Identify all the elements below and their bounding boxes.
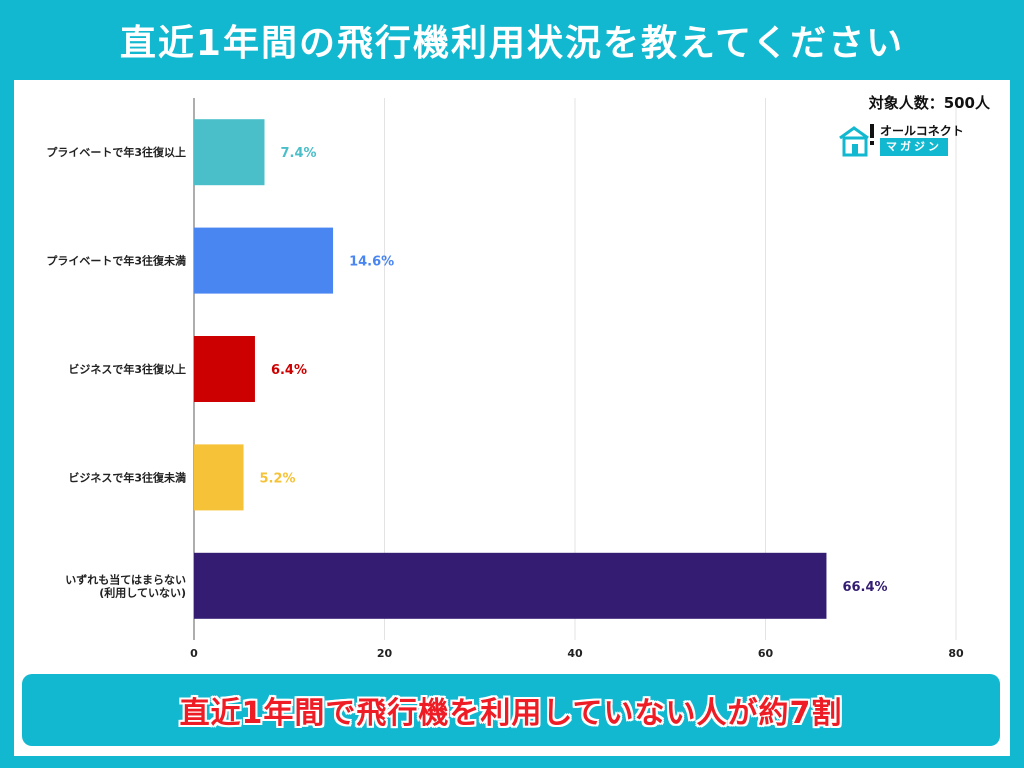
bar xyxy=(194,227,334,294)
data-label: 6.4% xyxy=(271,363,307,378)
chart-panel: 0 20 40 60 80 7.4% プライベートで年3往復以上 14.6% プライベートで年3… xyxy=(14,80,1010,756)
x-tick-label: 60 xyxy=(758,647,774,660)
category-label: ビジネスで年3往復未満 xyxy=(68,470,186,484)
logo-top-text: オールコネクト xyxy=(880,124,964,138)
logo-bottom-text: マガジン xyxy=(880,138,948,156)
category-label: いずれも当てはまらない xyxy=(65,572,186,586)
x-tick-label: 20 xyxy=(377,647,393,660)
x-tick-label: 40 xyxy=(567,647,583,660)
bar xyxy=(194,119,265,186)
brand-logo: オールコネクト マガジン xyxy=(836,122,976,162)
page-title: 直近1年間の飛行機利用状況を教えてください xyxy=(119,23,905,64)
house-icon xyxy=(839,124,874,157)
sample-size-label: 対象人数：500人 xyxy=(868,94,990,112)
data-label: 66.4% xyxy=(842,580,887,595)
bar-chart: 0 20 40 60 80 7.4% プライベートで年3往復以上 14.6% プライベートで年3… xyxy=(46,98,964,660)
category-label: プライベートで年3往復以上 xyxy=(46,145,186,159)
bar xyxy=(194,336,255,402)
bar xyxy=(194,444,244,511)
summary-banner: 直近1年間で飛行機を利用していない人が約7割 xyxy=(22,674,1000,746)
category-label: ビジネスで年3往復以上 xyxy=(68,362,186,376)
category-label: プライベートで年3往復未満 xyxy=(46,254,186,268)
data-label: 5.2% xyxy=(260,471,296,486)
category-label: (利用していない) xyxy=(99,585,186,599)
bar xyxy=(194,552,827,619)
summary-banner-text: 直近1年間で飛行機を利用していない人が約7割 xyxy=(179,696,843,731)
data-label: 7.4% xyxy=(280,146,316,161)
x-tick-label: 0 xyxy=(190,647,198,660)
data-label: 14.6% xyxy=(349,255,394,270)
x-tick-label: 80 xyxy=(948,647,964,660)
